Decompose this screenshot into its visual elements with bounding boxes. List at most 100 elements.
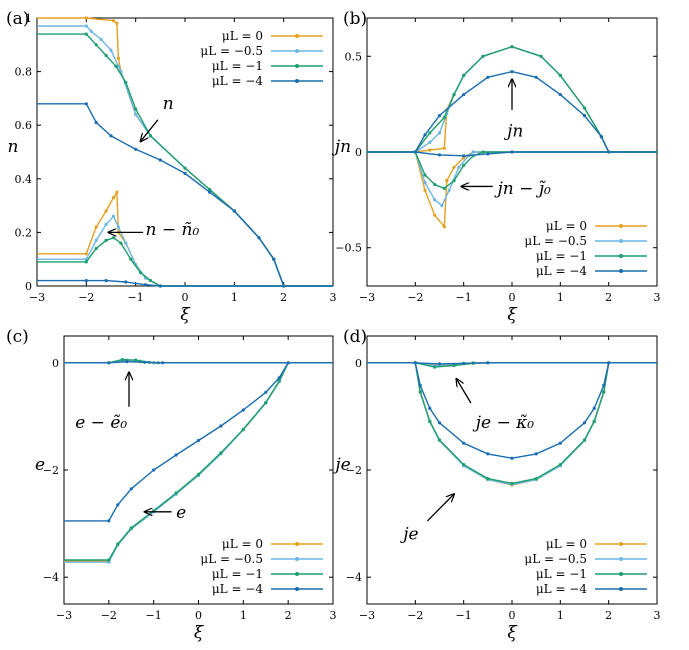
legend-entry-label: μL = −0.5	[524, 552, 587, 566]
data-point	[107, 361, 111, 365]
data-point	[582, 106, 587, 110]
legend-marker	[295, 79, 299, 83]
data-point	[592, 406, 596, 410]
legend-entry-label: μL = 0	[222, 29, 263, 43]
data-point	[84, 252, 88, 256]
data-point	[158, 284, 162, 288]
data-point	[264, 390, 268, 394]
data-point	[558, 441, 562, 445]
series-path	[64, 362, 333, 561]
y-tick-label: 0.2	[15, 226, 33, 239]
data-point	[462, 361, 466, 365]
data-point	[94, 246, 98, 251]
data-point	[174, 453, 178, 457]
x-tick-label: 1	[231, 291, 238, 304]
data-point	[558, 73, 562, 77]
data-point	[104, 238, 108, 242]
y-tick-label: −0.5	[335, 242, 362, 255]
series-path	[64, 360, 333, 364]
data-point	[116, 542, 120, 546]
legend-marker	[619, 239, 623, 243]
series-line	[367, 150, 657, 208]
data-point	[437, 114, 442, 118]
legend-marker	[295, 572, 299, 576]
data-point	[219, 424, 223, 428]
data-point	[124, 241, 128, 245]
legend-entry-label: μL = −1	[536, 249, 587, 263]
series-line	[64, 360, 333, 365]
x-tick-label: 0	[509, 291, 516, 304]
data-point	[510, 150, 514, 154]
series-path	[367, 151, 657, 207]
data-point	[115, 190, 119, 194]
series-line	[64, 361, 333, 563]
series-path	[37, 33, 333, 287]
data-point	[471, 150, 475, 154]
annotation-arrow	[426, 494, 454, 522]
data-point	[462, 154, 466, 158]
data-point	[107, 560, 111, 564]
data-point	[452, 165, 456, 169]
data-point	[115, 21, 119, 25]
data-point	[94, 120, 98, 125]
x-tick-label: −1	[456, 291, 472, 304]
data-point	[428, 131, 432, 135]
series-path	[37, 17, 333, 287]
data-point	[510, 70, 514, 74]
series-line	[37, 16, 333, 288]
x-tick-label: 2	[605, 609, 612, 622]
data-point	[602, 383, 606, 387]
data-point	[174, 491, 178, 495]
data-point	[539, 54, 543, 58]
legend-entry-label: μL = −1	[536, 567, 587, 581]
annotation-text: je − κ̃₀	[472, 413, 535, 433]
legend-marker	[619, 572, 623, 576]
data-point	[418, 383, 422, 387]
x-tick-label: 3	[330, 291, 337, 304]
panel-label: (a)	[6, 9, 29, 29]
legend-marker	[619, 254, 623, 258]
panel-a: −3 −2 −1 0 1 2 3 0 0.2 0.4 0.6 0.8 1 ξ n (a) n n − ñ₀ μL =…	[6, 9, 337, 325]
x-tick-label: −1	[146, 609, 162, 622]
data-point	[433, 213, 437, 217]
x-tick-label: −3	[359, 609, 375, 622]
series-path	[37, 237, 333, 287]
data-point	[139, 271, 143, 275]
annotation: jn	[503, 79, 523, 142]
legend-entry-label: μL = −4	[536, 582, 588, 596]
y-axis-label: jn	[331, 137, 351, 157]
data-point	[534, 75, 538, 79]
series-line	[37, 236, 333, 288]
data-point	[84, 32, 88, 36]
data-point	[264, 400, 268, 405]
data-point	[582, 438, 587, 442]
x-tick-label: 1	[557, 609, 564, 622]
legend-marker	[619, 587, 623, 591]
legend: μL = 0μL = −0.5μL = −1μL = −4	[200, 29, 323, 88]
data-point	[104, 279, 108, 283]
legend-marker	[619, 224, 623, 228]
data-point	[462, 163, 466, 167]
data-point	[120, 358, 124, 362]
data-point	[241, 408, 245, 412]
x-tick-label: 2	[285, 609, 292, 622]
data-point	[107, 519, 111, 523]
x-tick-label: 0	[182, 291, 189, 304]
legend-entry-label: μL = −0.5	[200, 44, 263, 58]
series-path	[64, 362, 333, 563]
y-axis-label: n	[8, 137, 19, 157]
data-point	[437, 131, 442, 135]
data-point	[534, 452, 538, 456]
data-point	[445, 179, 449, 183]
data-point	[433, 198, 437, 202]
data-point	[442, 115, 446, 120]
data-point	[582, 114, 587, 118]
data-point	[124, 80, 128, 84]
series-line	[64, 361, 333, 562]
legend: μL = 0μL = −0.5μL = −1μL = −4	[524, 219, 647, 278]
x-tick-label: 1	[557, 291, 564, 304]
data-point	[437, 362, 442, 366]
x-tick-label: −2	[101, 609, 117, 622]
series-line	[367, 361, 657, 366]
